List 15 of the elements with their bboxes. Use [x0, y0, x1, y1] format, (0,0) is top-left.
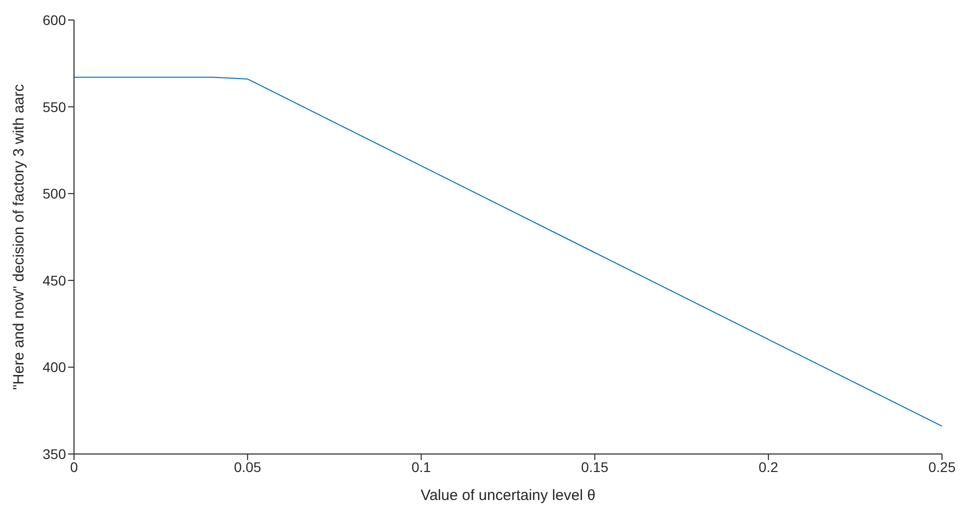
x-tick-label: 0	[70, 458, 78, 475]
y-tick-label: 500	[42, 186, 66, 202]
x-tick-label: 0.05	[234, 458, 262, 475]
x-axis-title: Value of uncertainy level θ	[420, 487, 596, 504]
x-tick-label: 0.2	[758, 458, 778, 475]
y-tick-label: 450	[42, 272, 66, 288]
y-tick-label: 350	[42, 446, 66, 462]
y-tick-label: 600	[42, 12, 66, 28]
x-tick-label: 0.1	[411, 458, 432, 475]
x-tick-label: 0.15	[581, 458, 609, 475]
line-series	[74, 76, 942, 427]
y-tick-label: 400	[42, 359, 66, 376]
y-axis-title: "Here and now" decision of factory 3 with aarc	[10, 84, 28, 390]
y-tick-label: 550	[42, 98, 66, 115]
x-tick-label: 0.25	[928, 458, 956, 475]
